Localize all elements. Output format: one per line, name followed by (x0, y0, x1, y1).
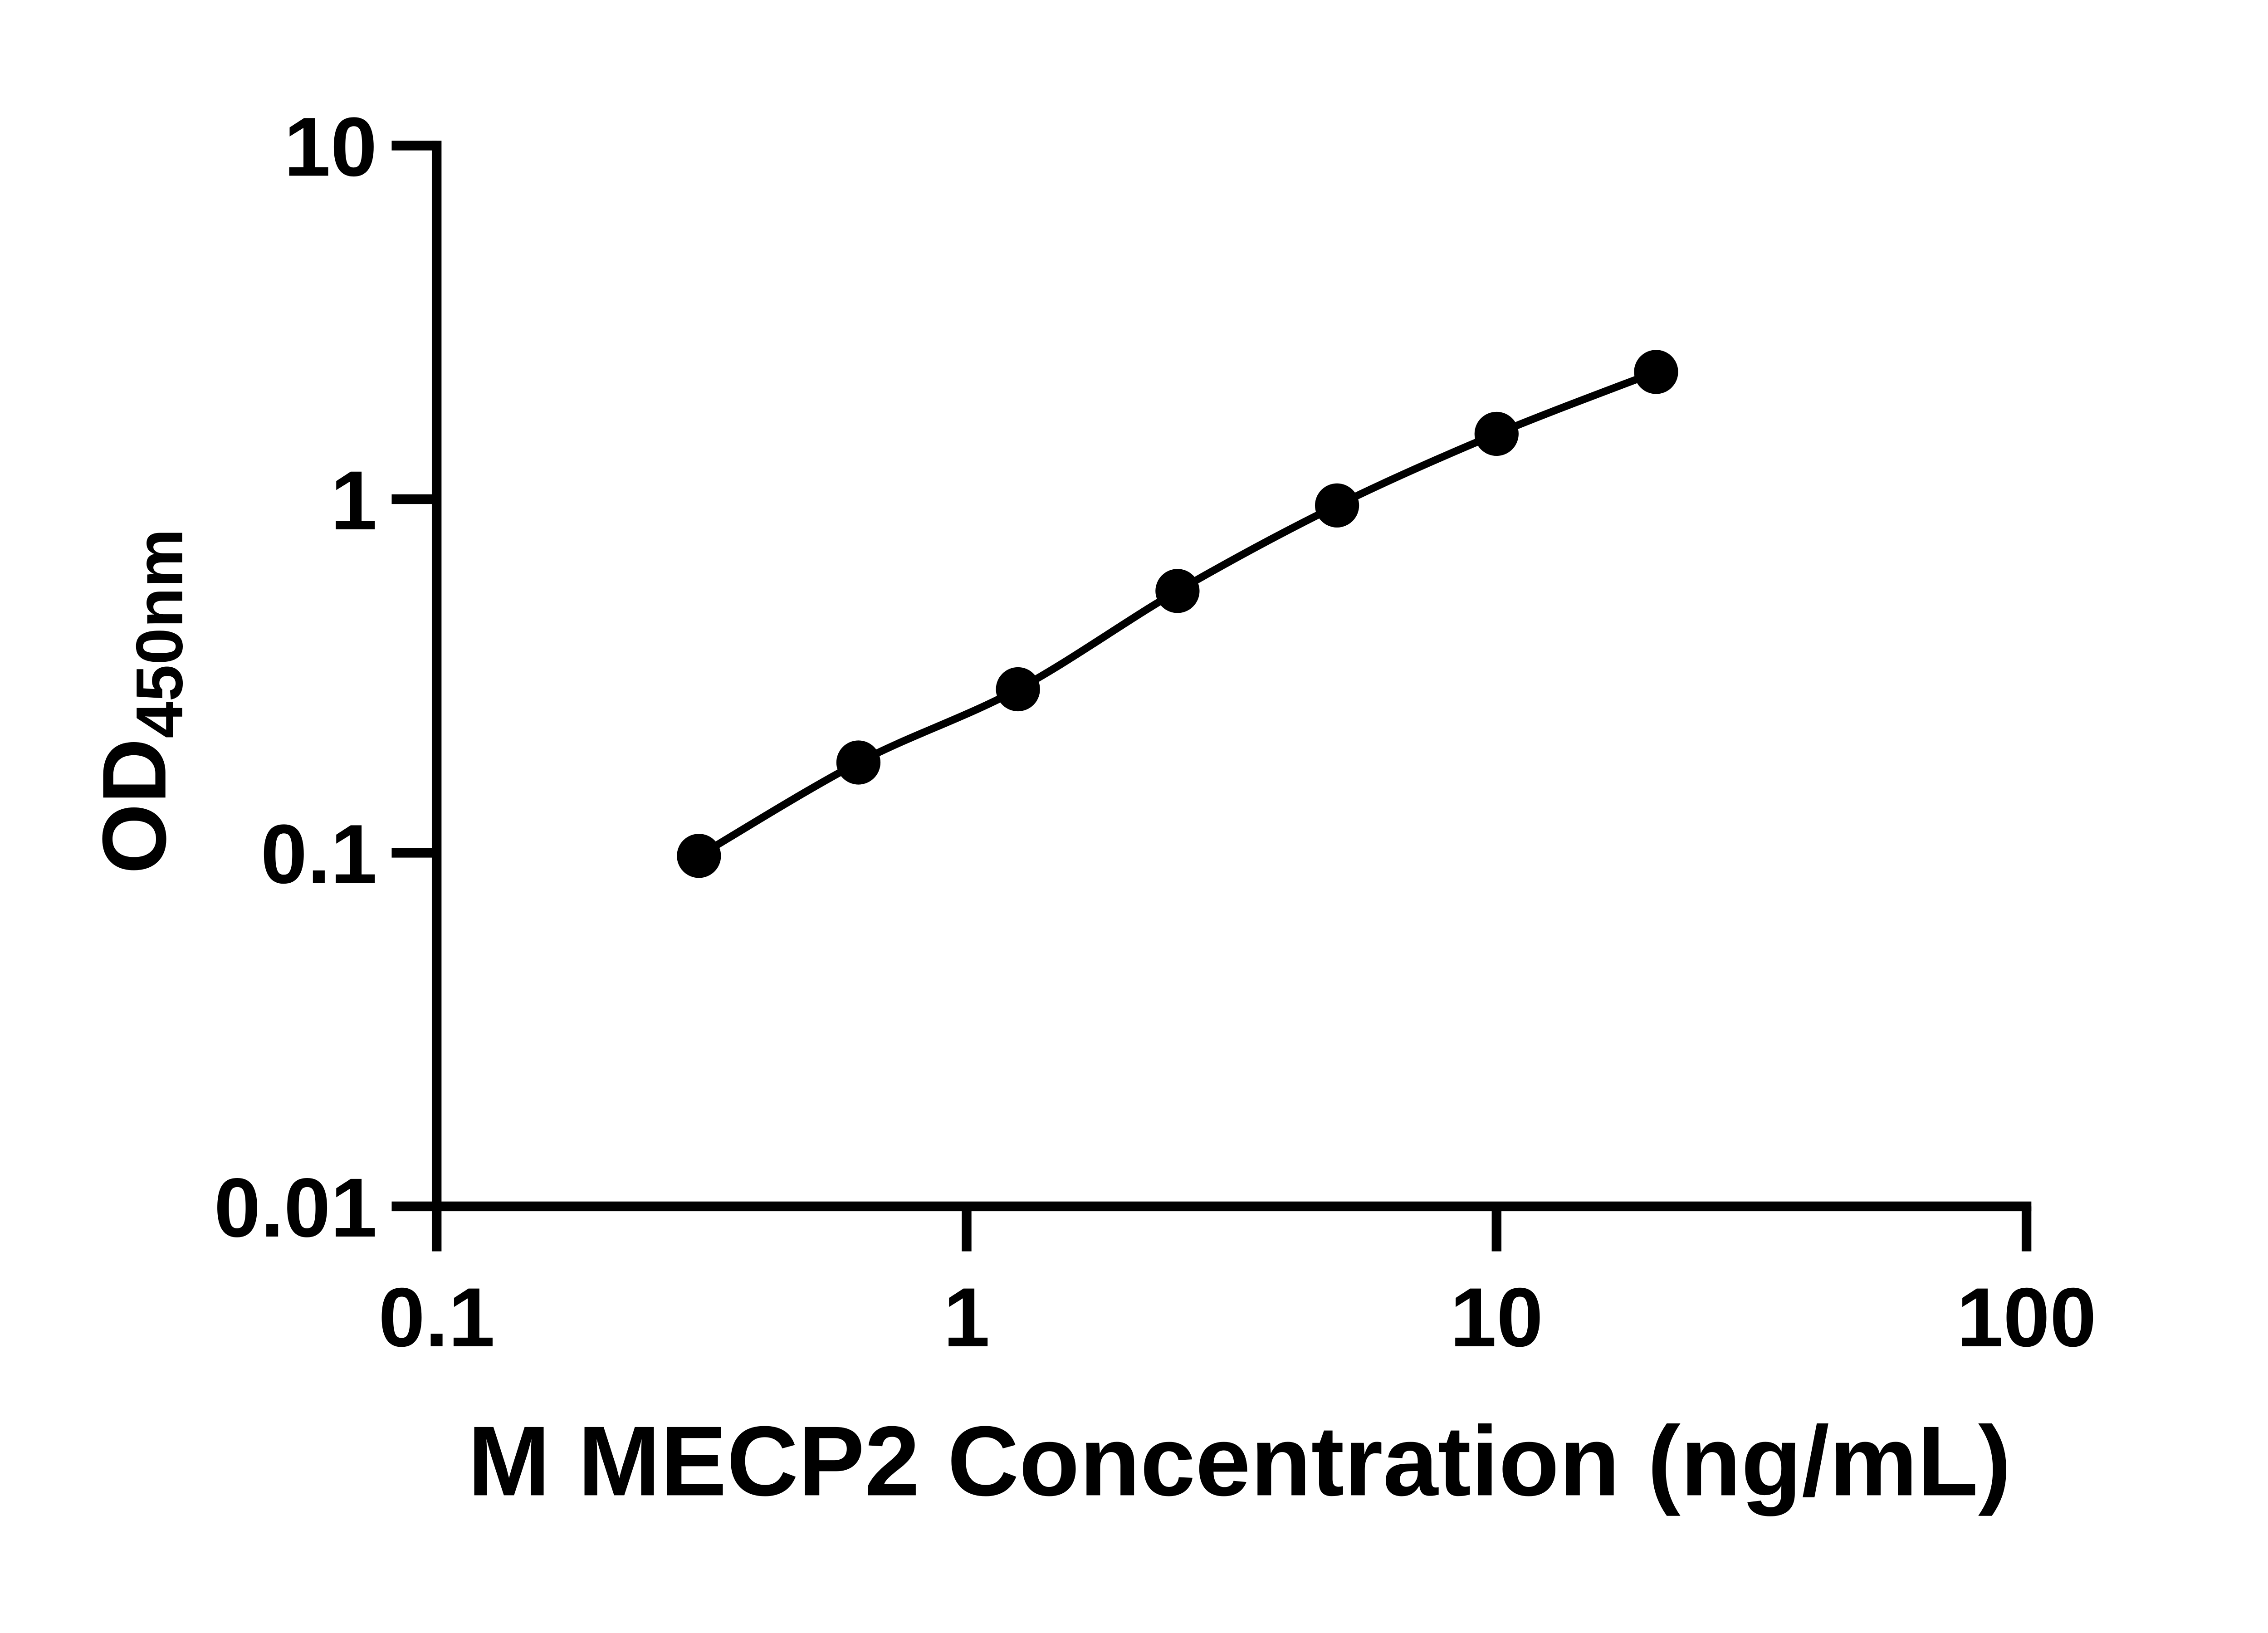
x-axis-title: M MECP2 Concentration (ng/mL) (468, 1406, 2011, 1516)
y-axis-title: OD450nm (84, 529, 196, 874)
data-point-1.25ng-ml (996, 667, 1040, 712)
y-axis-title-subscript: 450nm (122, 529, 196, 738)
data-point-5ng-ml (1315, 483, 1359, 528)
data-point-2.5ng-ml (1155, 569, 1200, 613)
y-axis-title-main: OD (84, 738, 185, 874)
data-point-0.3125ng-ml (677, 834, 721, 878)
axes (431, 141, 2032, 1212)
series-data-points (677, 350, 1678, 878)
data-point-20ng-ml (1634, 350, 1678, 394)
y-tick-label-1: 1 (331, 454, 377, 548)
y-tick-label-0.1: 0.1 (261, 807, 377, 901)
y-tick-label-0.01: 0.01 (214, 1161, 377, 1255)
data-point-0.625ng-ml (836, 740, 881, 785)
x-tick-label-10: 10 (1450, 1271, 1543, 1364)
elisa-standard-curve-figure: 10 1 0.1 0.01 0.1 1 10 100 M MECP2 Concentratio… (0, 0, 2268, 1588)
y-tick-label-10: 10 (284, 100, 377, 194)
x-tick-label-0.1: 0.1 (378, 1271, 495, 1364)
axis-ticks (391, 141, 2032, 1252)
plot-background (0, 0, 2268, 1588)
x-tick-label-1: 1 (943, 1271, 990, 1364)
x-tick-label-100: 100 (1956, 1271, 2096, 1364)
data-point-10ng-ml (1474, 411, 1519, 456)
